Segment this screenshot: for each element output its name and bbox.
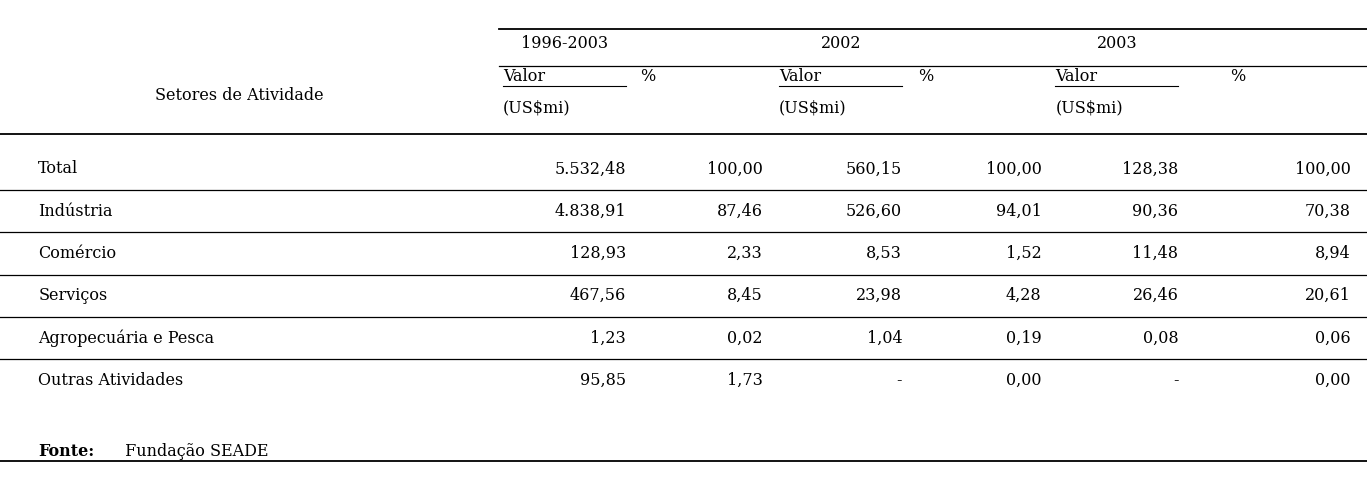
Text: Valor: Valor	[503, 68, 545, 85]
Text: (US$mi): (US$mi)	[1055, 99, 1122, 117]
Text: Valor: Valor	[1055, 68, 1098, 85]
Text: 1,23: 1,23	[591, 329, 626, 347]
Text: 26,46: 26,46	[1132, 287, 1178, 304]
Text: 1,73: 1,73	[727, 372, 763, 389]
Text: 100,00: 100,00	[1295, 160, 1351, 178]
Text: 4.838,91: 4.838,91	[555, 203, 626, 220]
Text: %: %	[1230, 68, 1245, 85]
Text: 1,52: 1,52	[1006, 245, 1042, 262]
Text: 8,94: 8,94	[1315, 245, 1351, 262]
Text: Fonte:: Fonte:	[38, 443, 94, 460]
Text: (US$mi): (US$mi)	[503, 99, 570, 117]
Text: 8,53: 8,53	[867, 245, 902, 262]
Text: Fundação SEADE: Fundação SEADE	[120, 443, 269, 460]
Text: 20,61: 20,61	[1304, 287, 1351, 304]
Text: -: -	[1173, 372, 1178, 389]
Text: Comércio: Comércio	[38, 245, 116, 262]
Text: 11,48: 11,48	[1132, 245, 1178, 262]
Text: 467,56: 467,56	[570, 287, 626, 304]
Text: Agropecuária e Pesca: Agropecuária e Pesca	[38, 329, 215, 347]
Text: 526,60: 526,60	[846, 203, 902, 220]
Text: 128,38: 128,38	[1122, 160, 1178, 178]
Text: 70,38: 70,38	[1304, 203, 1351, 220]
Text: 100,00: 100,00	[707, 160, 763, 178]
Text: 4,28: 4,28	[1006, 287, 1042, 304]
Text: 1,04: 1,04	[867, 329, 902, 347]
Text: -: -	[897, 372, 902, 389]
Text: 8,45: 8,45	[727, 287, 763, 304]
Text: Valor: Valor	[779, 68, 822, 85]
Text: 2,33: 2,33	[727, 245, 763, 262]
Text: 0,19: 0,19	[1006, 329, 1042, 347]
Text: Outras Atividades: Outras Atividades	[38, 372, 183, 389]
Text: 2002: 2002	[820, 35, 861, 52]
Text: 0,02: 0,02	[727, 329, 763, 347]
Text: 94,01: 94,01	[995, 203, 1042, 220]
Text: 5.532,48: 5.532,48	[555, 160, 626, 178]
Text: 0,08: 0,08	[1143, 329, 1178, 347]
Text: %: %	[640, 68, 655, 85]
Text: 90,36: 90,36	[1132, 203, 1178, 220]
Text: 1996-2003: 1996-2003	[521, 35, 608, 52]
Text: Total: Total	[38, 160, 78, 178]
Text: %: %	[919, 68, 934, 85]
Text: Serviços: Serviços	[38, 287, 108, 304]
Text: Setores de Atividade: Setores de Atividade	[154, 87, 324, 105]
Text: 0,06: 0,06	[1315, 329, 1351, 347]
Text: (US$mi): (US$mi)	[779, 99, 846, 117]
Text: 23,98: 23,98	[856, 287, 902, 304]
Text: 560,15: 560,15	[846, 160, 902, 178]
Text: 0,00: 0,00	[1006, 372, 1042, 389]
Text: 100,00: 100,00	[986, 160, 1042, 178]
Text: 2003: 2003	[1096, 35, 1137, 52]
Text: Indústria: Indústria	[38, 203, 112, 220]
Text: 128,93: 128,93	[570, 245, 626, 262]
Text: 0,00: 0,00	[1315, 372, 1351, 389]
Text: 87,46: 87,46	[716, 203, 763, 220]
Text: 95,85: 95,85	[580, 372, 626, 389]
